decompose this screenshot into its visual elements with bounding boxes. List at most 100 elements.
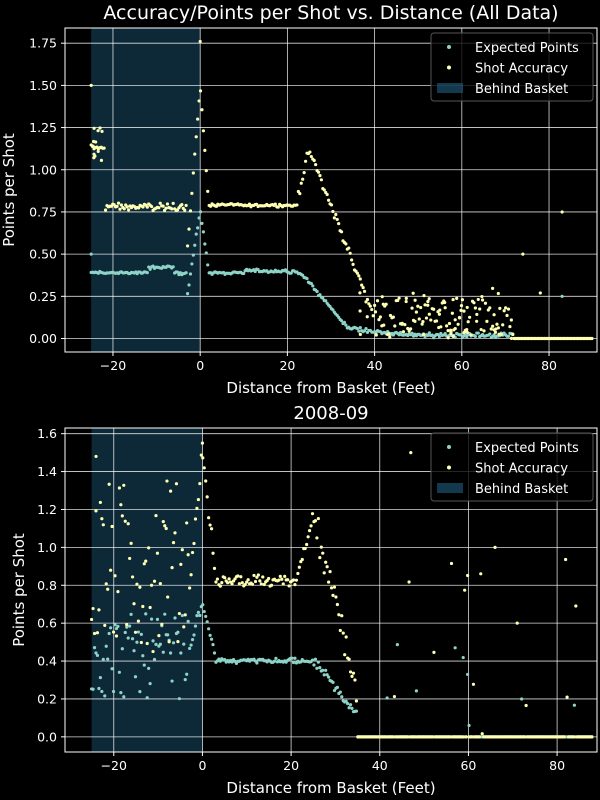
shot-accuracy-marker <box>309 524 313 528</box>
shot-accuracy-marker <box>119 503 123 507</box>
expected-points-marker <box>426 333 430 337</box>
y-tick-label: 1.2 <box>37 502 57 517</box>
expected-points-marker <box>129 612 133 617</box>
expected-points-marker <box>211 643 215 647</box>
shot-accuracy-marker <box>337 613 341 617</box>
shot-accuracy-marker <box>190 191 194 195</box>
expected-points-marker <box>163 612 167 616</box>
expected-points-marker <box>103 694 107 698</box>
expected-points-marker <box>196 610 200 615</box>
x-tick-label: 20 <box>283 758 299 773</box>
expected-points-marker <box>253 269 257 274</box>
shot-accuracy-marker <box>521 252 525 256</box>
expected-points-marker <box>98 675 102 680</box>
expected-points-marker <box>151 639 155 643</box>
shot-accuracy-marker <box>564 557 568 562</box>
shot-accuracy-marker <box>171 541 176 545</box>
chart-panel-all-data: −20 0 20 40 60 80 0.00 0.25 0.50 0.75 1.00 1.25 1.50… <box>0 2 598 397</box>
expected-points-marker <box>145 696 149 700</box>
shot-accuracy-marker <box>167 640 171 644</box>
expected-points-marker <box>476 331 480 335</box>
shot-accuracy-marker <box>208 523 212 527</box>
shot-accuracy-marker <box>453 327 457 331</box>
expected-points-marker <box>346 701 350 706</box>
y-tick-label: 0.0 <box>37 729 57 744</box>
y-axis-label: Points per Shot <box>0 133 18 247</box>
shot-accuracy-marker <box>201 456 205 460</box>
expected-points-marker <box>171 641 176 645</box>
shot-accuracy-marker <box>472 301 476 305</box>
expected-points-marker <box>427 331 431 335</box>
shot-accuracy-marker <box>459 308 463 312</box>
expected-points-marker <box>344 323 348 327</box>
shot-accuracy-marker <box>493 545 497 549</box>
shot-accuracy-marker <box>314 162 318 167</box>
legend-behind-basket-swatch <box>437 483 463 493</box>
expected-points-marker <box>205 620 209 624</box>
expected-points-marker <box>169 651 173 655</box>
shot-accuracy-marker <box>443 300 447 305</box>
shot-accuracy-marker <box>325 565 329 569</box>
shot-accuracy-marker <box>117 486 121 490</box>
expected-points-marker <box>291 660 296 665</box>
shot-accuracy-marker <box>340 614 344 618</box>
shot-accuracy-marker <box>505 313 509 318</box>
shot-accuracy-marker <box>365 315 369 319</box>
expected-points-marker <box>230 660 234 664</box>
expected-points-marker <box>325 673 329 677</box>
shot-accuracy-marker <box>491 324 495 328</box>
expected-points-marker <box>309 281 313 286</box>
shot-accuracy-marker <box>445 324 449 328</box>
expected-points-marker <box>177 697 181 701</box>
expected-points-marker <box>136 630 141 634</box>
expected-points-marker <box>410 331 414 335</box>
shot-accuracy-marker <box>496 326 501 330</box>
shot-accuracy-marker <box>166 595 170 599</box>
shot-accuracy-marker <box>116 201 121 205</box>
shot-accuracy-marker <box>196 117 200 121</box>
shot-accuracy-marker <box>468 315 472 319</box>
expected-points-marker <box>139 632 143 636</box>
shot-accuracy-marker <box>303 159 308 163</box>
shot-accuracy-marker <box>341 631 345 635</box>
shot-accuracy-marker <box>186 553 190 557</box>
shot-accuracy-marker <box>114 634 119 638</box>
expected-points-marker <box>203 242 207 246</box>
expected-points-marker <box>572 703 576 707</box>
expected-points-marker <box>187 283 191 287</box>
shot-accuracy-marker <box>227 577 231 581</box>
shot-accuracy-marker <box>102 146 106 150</box>
shot-accuracy-marker <box>136 619 141 623</box>
expected-points-marker <box>110 667 114 671</box>
shot-accuracy-marker <box>443 306 447 310</box>
shot-accuracy-marker <box>351 262 355 267</box>
x-tick-label: 80 <box>541 358 557 373</box>
expected-points-marker <box>332 688 337 693</box>
shot-accuracy-marker <box>358 332 362 337</box>
expected-points-marker <box>132 649 136 653</box>
shot-accuracy-marker <box>262 582 266 587</box>
shot-accuracy-marker <box>463 588 467 592</box>
expected-points-marker <box>89 252 93 256</box>
shot-accuracy-marker <box>223 576 227 580</box>
y-tick-label: 1.00 <box>29 162 57 177</box>
shot-accuracy-marker <box>480 298 485 302</box>
shot-accuracy-marker <box>420 322 424 326</box>
expected-points-marker <box>193 243 197 247</box>
shot-accuracy-marker <box>355 271 359 275</box>
shot-accuracy-marker <box>192 541 196 546</box>
shot-accuracy-marker <box>128 556 132 561</box>
shot-accuracy-marker <box>430 735 435 739</box>
shot-accuracy-marker <box>306 535 310 539</box>
shot-accuracy-marker <box>116 590 120 594</box>
shot-accuracy-marker <box>92 631 97 636</box>
shot-accuracy-marker <box>252 573 256 578</box>
y-tick-label: 1.6 <box>37 426 57 441</box>
expected-points-marker <box>465 672 470 677</box>
shot-accuracy-marker <box>348 670 353 674</box>
legend-behind-basket-label: Behind Basket <box>475 482 568 497</box>
shot-accuracy-marker <box>331 209 335 214</box>
shot-accuracy-marker <box>180 548 184 552</box>
shot-accuracy-marker <box>310 512 315 516</box>
shot-accuracy-marker <box>325 192 329 197</box>
